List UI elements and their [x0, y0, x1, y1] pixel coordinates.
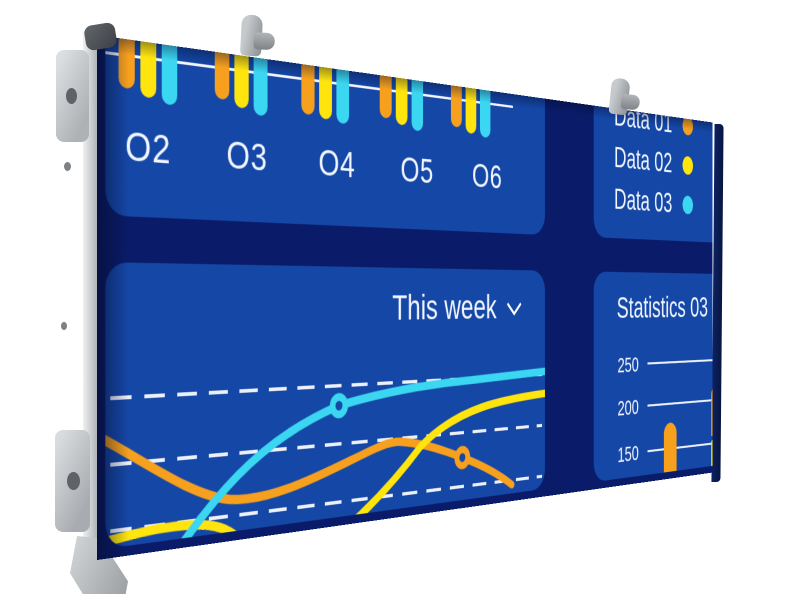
chevron-down-icon: [507, 293, 522, 316]
bar-O2-data-03: [162, 35, 177, 106]
bar-O4-data-02: [319, 35, 332, 120]
bar-group-O2: O2: [119, 35, 178, 219]
stats-axis-row: 200: [594, 384, 713, 422]
stats-axis: 250 200 150: [594, 272, 713, 276]
line-marker: [333, 397, 346, 415]
stats-axis-row: 250: [594, 347, 713, 379]
panel-edge-right: [711, 124, 723, 482]
category-label: O5: [400, 149, 433, 191]
mounting-clamp: [608, 78, 630, 116]
week-selector-label: This week: [392, 288, 496, 328]
bar-O6-data-03: [480, 35, 490, 138]
bar-group-O6: O6: [451, 35, 490, 233]
frame-screw: [64, 162, 71, 171]
legend-dot: [683, 116, 693, 136]
legend-label: Data 03: [614, 183, 672, 218]
y-tick-label: 150: [612, 441, 639, 468]
bar-O3-data-01: [215, 35, 230, 100]
stats-card-title: Statistics 03: [617, 291, 708, 326]
bar-O4-data-01: [301, 35, 314, 115]
bar-O5-data-02: [396, 35, 408, 126]
stats-bar-segment: [711, 384, 712, 436]
bar-group-O3: O3: [215, 35, 268, 223]
bar-group-O5: O5: [380, 35, 423, 230]
bracket-hole: [67, 472, 80, 490]
legend-dot: [683, 156, 693, 175]
legend-dot: [683, 195, 693, 214]
bar-O5-data-03: [412, 35, 423, 132]
week-selector[interactable]: This week: [392, 288, 519, 328]
bar-O5-data-01: [380, 35, 392, 119]
bar-O2-data-02: [140, 35, 156, 99]
legend-label: Data 02: [614, 142, 672, 179]
line-chart-card: This week: [105, 262, 545, 549]
category-label: O6: [472, 156, 502, 196]
bracket-hole: [66, 88, 77, 104]
bar-O6-data-02: [466, 35, 477, 134]
bar-O2-data-01: [119, 35, 135, 89]
line-marker: [457, 449, 468, 466]
legend-item: Data 02: [614, 142, 712, 183]
clamp-arm: [620, 94, 640, 111]
stats-gridline: [648, 356, 713, 365]
category-label: O3: [226, 132, 267, 180]
bar-group-O4: O4: [301, 35, 349, 226]
frame-screw: [61, 322, 67, 330]
led-wall-panel: O2 O3 O4 O5 O6 Data 01 Data 02 Data 03 This we…: [0, 0, 800, 600]
stats-bars: [594, 272, 713, 276]
stats-axis-row: 150: [594, 425, 713, 470]
stats-gridline: [648, 434, 713, 452]
bar-O4-data-03: [336, 35, 349, 124]
y-tick-label: 250: [612, 353, 639, 379]
bar-groups: O2 O3 O4 O5 O6: [105, 35, 545, 38]
bar-chart-card: O2 O3 O4 O5 O6: [105, 35, 545, 235]
stats-card: Statistics 03 250 200 150: [594, 272, 713, 483]
category-label: O4: [318, 141, 355, 186]
category-label: O2: [125, 123, 171, 173]
legend-item: Data 03: [614, 183, 712, 221]
bar-O6-data-01: [451, 35, 462, 128]
stats-gridline: [648, 393, 713, 407]
clamp-arm: [253, 32, 275, 50]
stats-bar-segment: [711, 439, 712, 470]
stats-bar-segment: [664, 422, 677, 476]
y-tick-label: 200: [612, 395, 639, 422]
mounting-clamp: [240, 14, 263, 56]
